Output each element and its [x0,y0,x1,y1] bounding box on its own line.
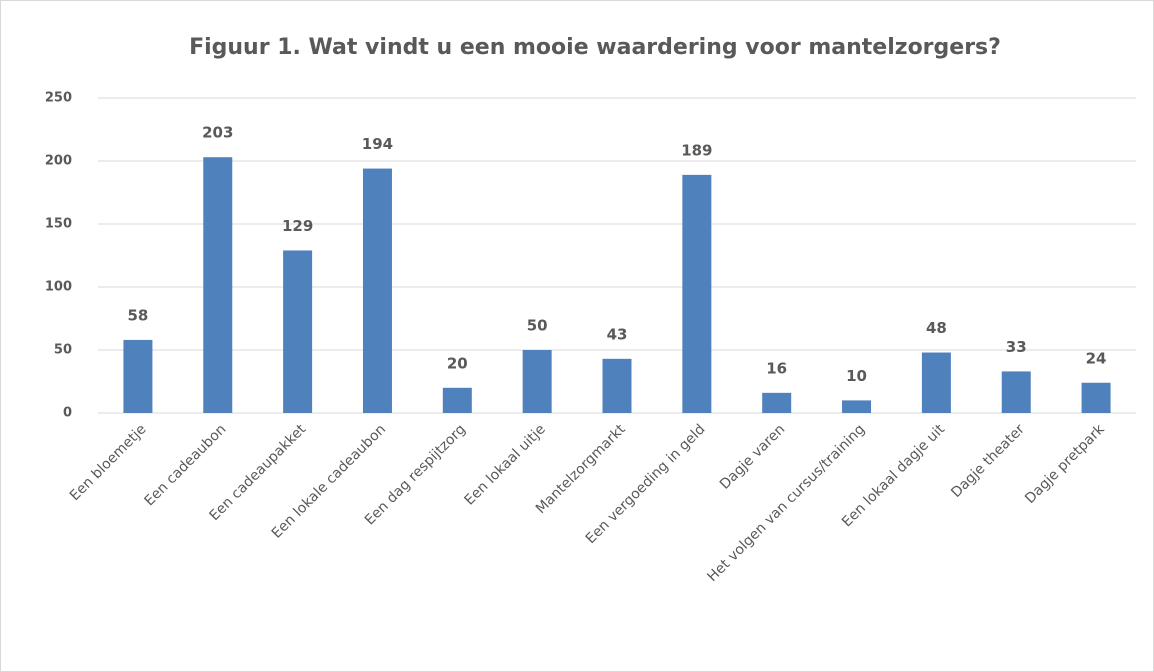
data-label: 48 [926,319,947,337]
bar [602,358,632,413]
bar [203,157,233,413]
bar [921,352,951,413]
bar [283,250,313,413]
data-label: 20 [447,354,468,372]
data-label: 194 [362,135,393,153]
data-label: 33 [1006,338,1027,356]
y-tick-label: 0 [63,406,72,421]
y-tick-label: 150 [45,217,72,232]
y-tick-label: 250 [45,91,72,106]
y-tick-label: 100 [45,280,72,295]
bar [842,400,872,413]
bar [442,387,472,413]
bar [362,168,392,413]
bar [1081,382,1111,413]
bar [682,174,712,413]
data-label: 16 [766,359,787,377]
bar [123,339,153,413]
data-label: 129 [282,217,313,235]
data-label: 203 [202,124,233,142]
bar [522,350,552,413]
y-tick-label: 50 [54,343,72,358]
y-tick-label: 200 [45,154,72,169]
bar [762,392,792,413]
data-label: 10 [846,367,867,385]
data-label: 24 [1086,349,1107,367]
data-label: 58 [127,306,148,324]
chart-title: Figuur 1. Wat vindt u een mooie waarderi… [189,35,1001,60]
bar [1001,371,1031,413]
data-label: 50 [527,317,548,335]
data-label: 43 [607,325,628,343]
data-label: 189 [681,141,712,159]
